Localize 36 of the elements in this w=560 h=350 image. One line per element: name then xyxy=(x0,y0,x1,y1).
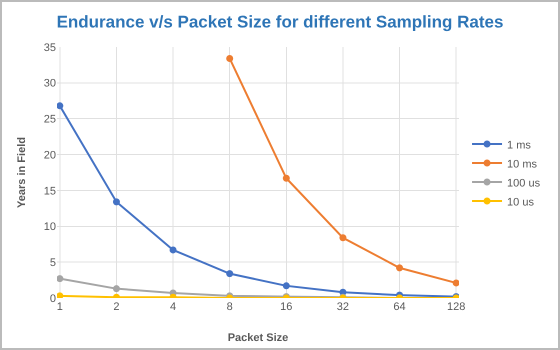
y-tick-label: 20 xyxy=(44,149,56,162)
point xyxy=(57,102,64,110)
x-tick-label: 1 xyxy=(56,301,63,313)
x-tick-label: 32 xyxy=(336,301,350,313)
x-tick-label: 4 xyxy=(170,301,176,313)
y-tick-label: 30 xyxy=(44,78,56,90)
x-tick-label: 64 xyxy=(393,301,406,313)
point xyxy=(282,174,290,182)
y-axis-title: Years in Field xyxy=(16,137,28,208)
x-tick-label: 16 xyxy=(280,301,292,313)
point xyxy=(396,264,404,272)
legend-label: 10 ms xyxy=(507,158,538,170)
y-tick-label: 10 xyxy=(44,221,56,234)
x-tick-label: 8 xyxy=(226,301,233,313)
legend-label: 1 ms xyxy=(507,139,532,152)
x-tick-label: 128 xyxy=(446,301,466,313)
legend-label: 10 us xyxy=(507,196,534,208)
point xyxy=(170,246,177,254)
y-tick-label: 5 xyxy=(50,256,56,269)
chart-title: Endurance v/s Packet Size for different Sampling Rates xyxy=(56,12,504,32)
point xyxy=(112,198,120,206)
y-tick-label: 25 xyxy=(44,114,56,126)
x-axis-title: Packet Size xyxy=(228,332,288,344)
legend-label: 100 us xyxy=(507,177,541,190)
point xyxy=(57,292,64,298)
y-tick-label: 35 xyxy=(44,42,56,54)
y-tick-label: 15 xyxy=(44,185,56,198)
point xyxy=(226,54,234,62)
y-tick-label: 0 xyxy=(50,292,56,305)
point xyxy=(452,279,459,286)
point xyxy=(282,282,290,290)
point xyxy=(339,234,346,242)
point xyxy=(57,275,64,282)
point xyxy=(226,270,234,278)
x-tick-label: 2 xyxy=(113,301,120,313)
point xyxy=(112,285,120,292)
